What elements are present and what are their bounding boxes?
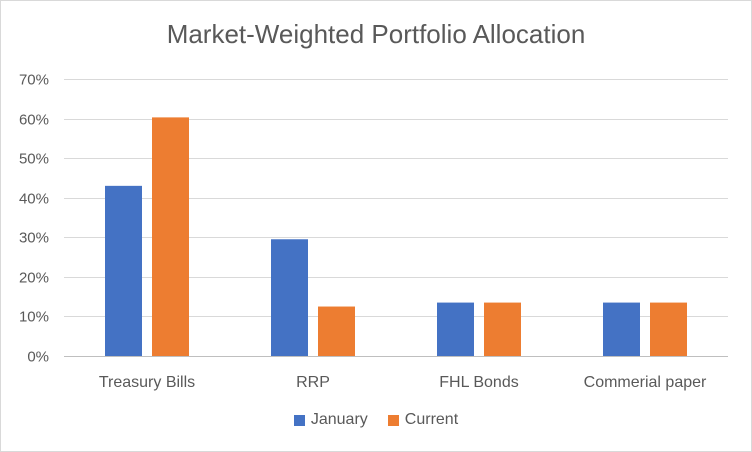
legend-swatch-january <box>293 414 305 426</box>
bar-current <box>484 302 521 356</box>
bar-january <box>603 302 640 356</box>
bar-january <box>437 302 474 356</box>
y-tick-label: 30% <box>19 230 49 247</box>
bar-current <box>152 117 189 357</box>
bar-current <box>650 302 687 356</box>
chart-legend: January Current <box>1 411 751 429</box>
bar-january <box>105 185 142 356</box>
x-tick-label: Treasury Bills <box>99 374 195 391</box>
legend-item-current: Current <box>387 411 459 429</box>
bar-current <box>318 306 355 356</box>
y-tick-label: 40% <box>19 191 49 208</box>
legend-swatch-current <box>387 414 399 426</box>
y-tick-label: 0% <box>27 349 49 366</box>
x-tick-label: Commerial paper <box>584 374 707 391</box>
y-tick-label: 50% <box>19 151 49 168</box>
legend-item-january: January <box>293 411 368 429</box>
y-tick-label: 20% <box>19 270 49 287</box>
y-tick-label: 70% <box>19 72 49 89</box>
x-tick-label: FHL Bonds <box>439 374 518 391</box>
legend-label-january: January <box>310 411 368 428</box>
y-tick-label: 10% <box>19 309 49 326</box>
bar-january <box>271 239 308 356</box>
y-tick-label: 60% <box>19 112 49 129</box>
legend-label-current: Current <box>404 411 459 428</box>
chart-title: Market-Weighted Portfolio Allocation <box>166 19 586 49</box>
x-tick-label: RRP <box>296 374 330 391</box>
